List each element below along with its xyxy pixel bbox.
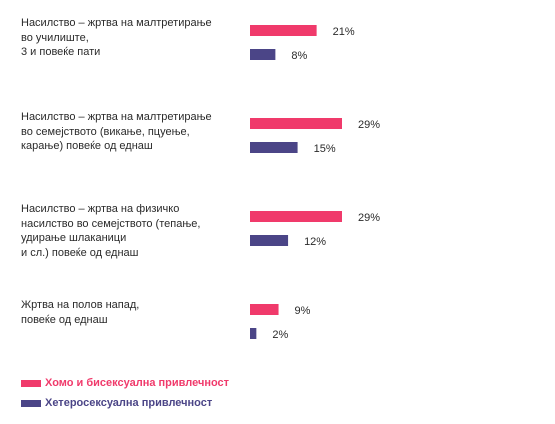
category-label: Насилство – жртва на малтретирање во учи…: [21, 17, 212, 58]
category-label: Насилство – жртва на физичко насилство в…: [21, 203, 201, 259]
category-label: Насилство – жртва на малтретирање во сем…: [21, 111, 212, 152]
legend-label-series-0: Хомо и бисексуална привлечност: [45, 377, 230, 389]
data-label: 9%: [295, 305, 311, 317]
bar-series-0: [250, 25, 317, 36]
legend-label-series-1: Хетеросексуална привлечност: [45, 397, 213, 409]
legend-swatch-series-1: [21, 400, 41, 407]
legend-swatch-series-0: [21, 380, 41, 387]
bar-series-0: [250, 118, 342, 129]
category-label: Жртва на полов напад, повеќе од еднаш: [21, 299, 140, 326]
data-label: 29%: [358, 119, 380, 131]
bar-series-1: [250, 49, 276, 60]
data-label: 8%: [291, 50, 307, 62]
data-label: 12%: [304, 236, 326, 248]
data-label: 15%: [314, 143, 336, 155]
bar-series-0: [250, 211, 342, 222]
bar-series-1: [250, 235, 289, 246]
bar-series-1: [250, 142, 298, 153]
bar-series-0: [250, 304, 279, 315]
data-label: 2%: [272, 329, 288, 341]
data-label: 21%: [333, 26, 355, 38]
bar-series-1: [250, 328, 257, 339]
data-label: 29%: [358, 212, 380, 224]
